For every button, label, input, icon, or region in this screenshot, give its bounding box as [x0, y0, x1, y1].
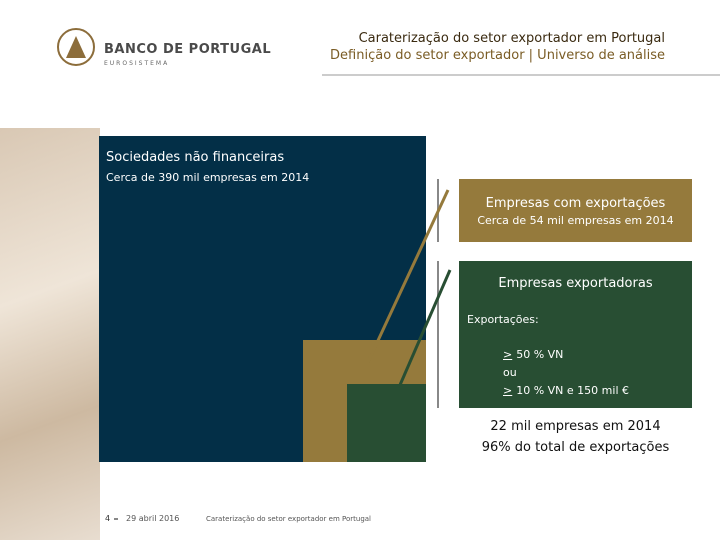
criteria-text: ou — [503, 366, 517, 379]
page-number: 4 — [105, 514, 111, 523]
summary-line: 96% do total de exportações — [481, 440, 670, 455]
footer-date: 29 abril 2016 — [126, 514, 180, 523]
criteria-sign: > — [503, 384, 513, 397]
summary: 22 mil empresas em 2014 96% do total de e… — [459, 416, 692, 458]
logo-name: BANCO DE PORTUGAL — [104, 42, 272, 57]
box-subtitle: Cerca de 54 mil empresas em 2014 — [477, 214, 674, 227]
criteria-list: >50 % VN ou >10 % VN e 150 mil € — [503, 346, 629, 400]
summary-line: 22 mil empresas em 2014 — [490, 419, 661, 434]
criteria-text: 10 % VN e 150 mil € — [516, 384, 629, 397]
criteria-item: >10 % VN e 150 mil € — [503, 382, 629, 400]
logo-subname: EUROSISTEMA — [104, 60, 170, 67]
box-subtitle: Cerca de 390 mil empresas em 2014 — [106, 171, 310, 184]
background-photo — [0, 128, 100, 540]
criteria-sign: > — [503, 348, 513, 361]
header-title: Caraterização do setor exportador em Por… — [358, 31, 665, 46]
footer-text: Caraterização do setor exportador em Por… — [206, 515, 371, 523]
header-subtitle: Definição do setor exportador | Universo… — [330, 48, 665, 63]
criteria-item: ou — [503, 364, 629, 382]
criteria-label: Exportações: — [467, 313, 539, 326]
criteria-text: 50 % VN — [516, 348, 564, 361]
criteria-item: >50 % VN — [503, 346, 629, 364]
box-title: Empresas com exportações — [485, 196, 666, 211]
box-title: Empresas exportadoras — [498, 276, 653, 291]
box-title: Sociedades não financeiras — [106, 150, 285, 165]
